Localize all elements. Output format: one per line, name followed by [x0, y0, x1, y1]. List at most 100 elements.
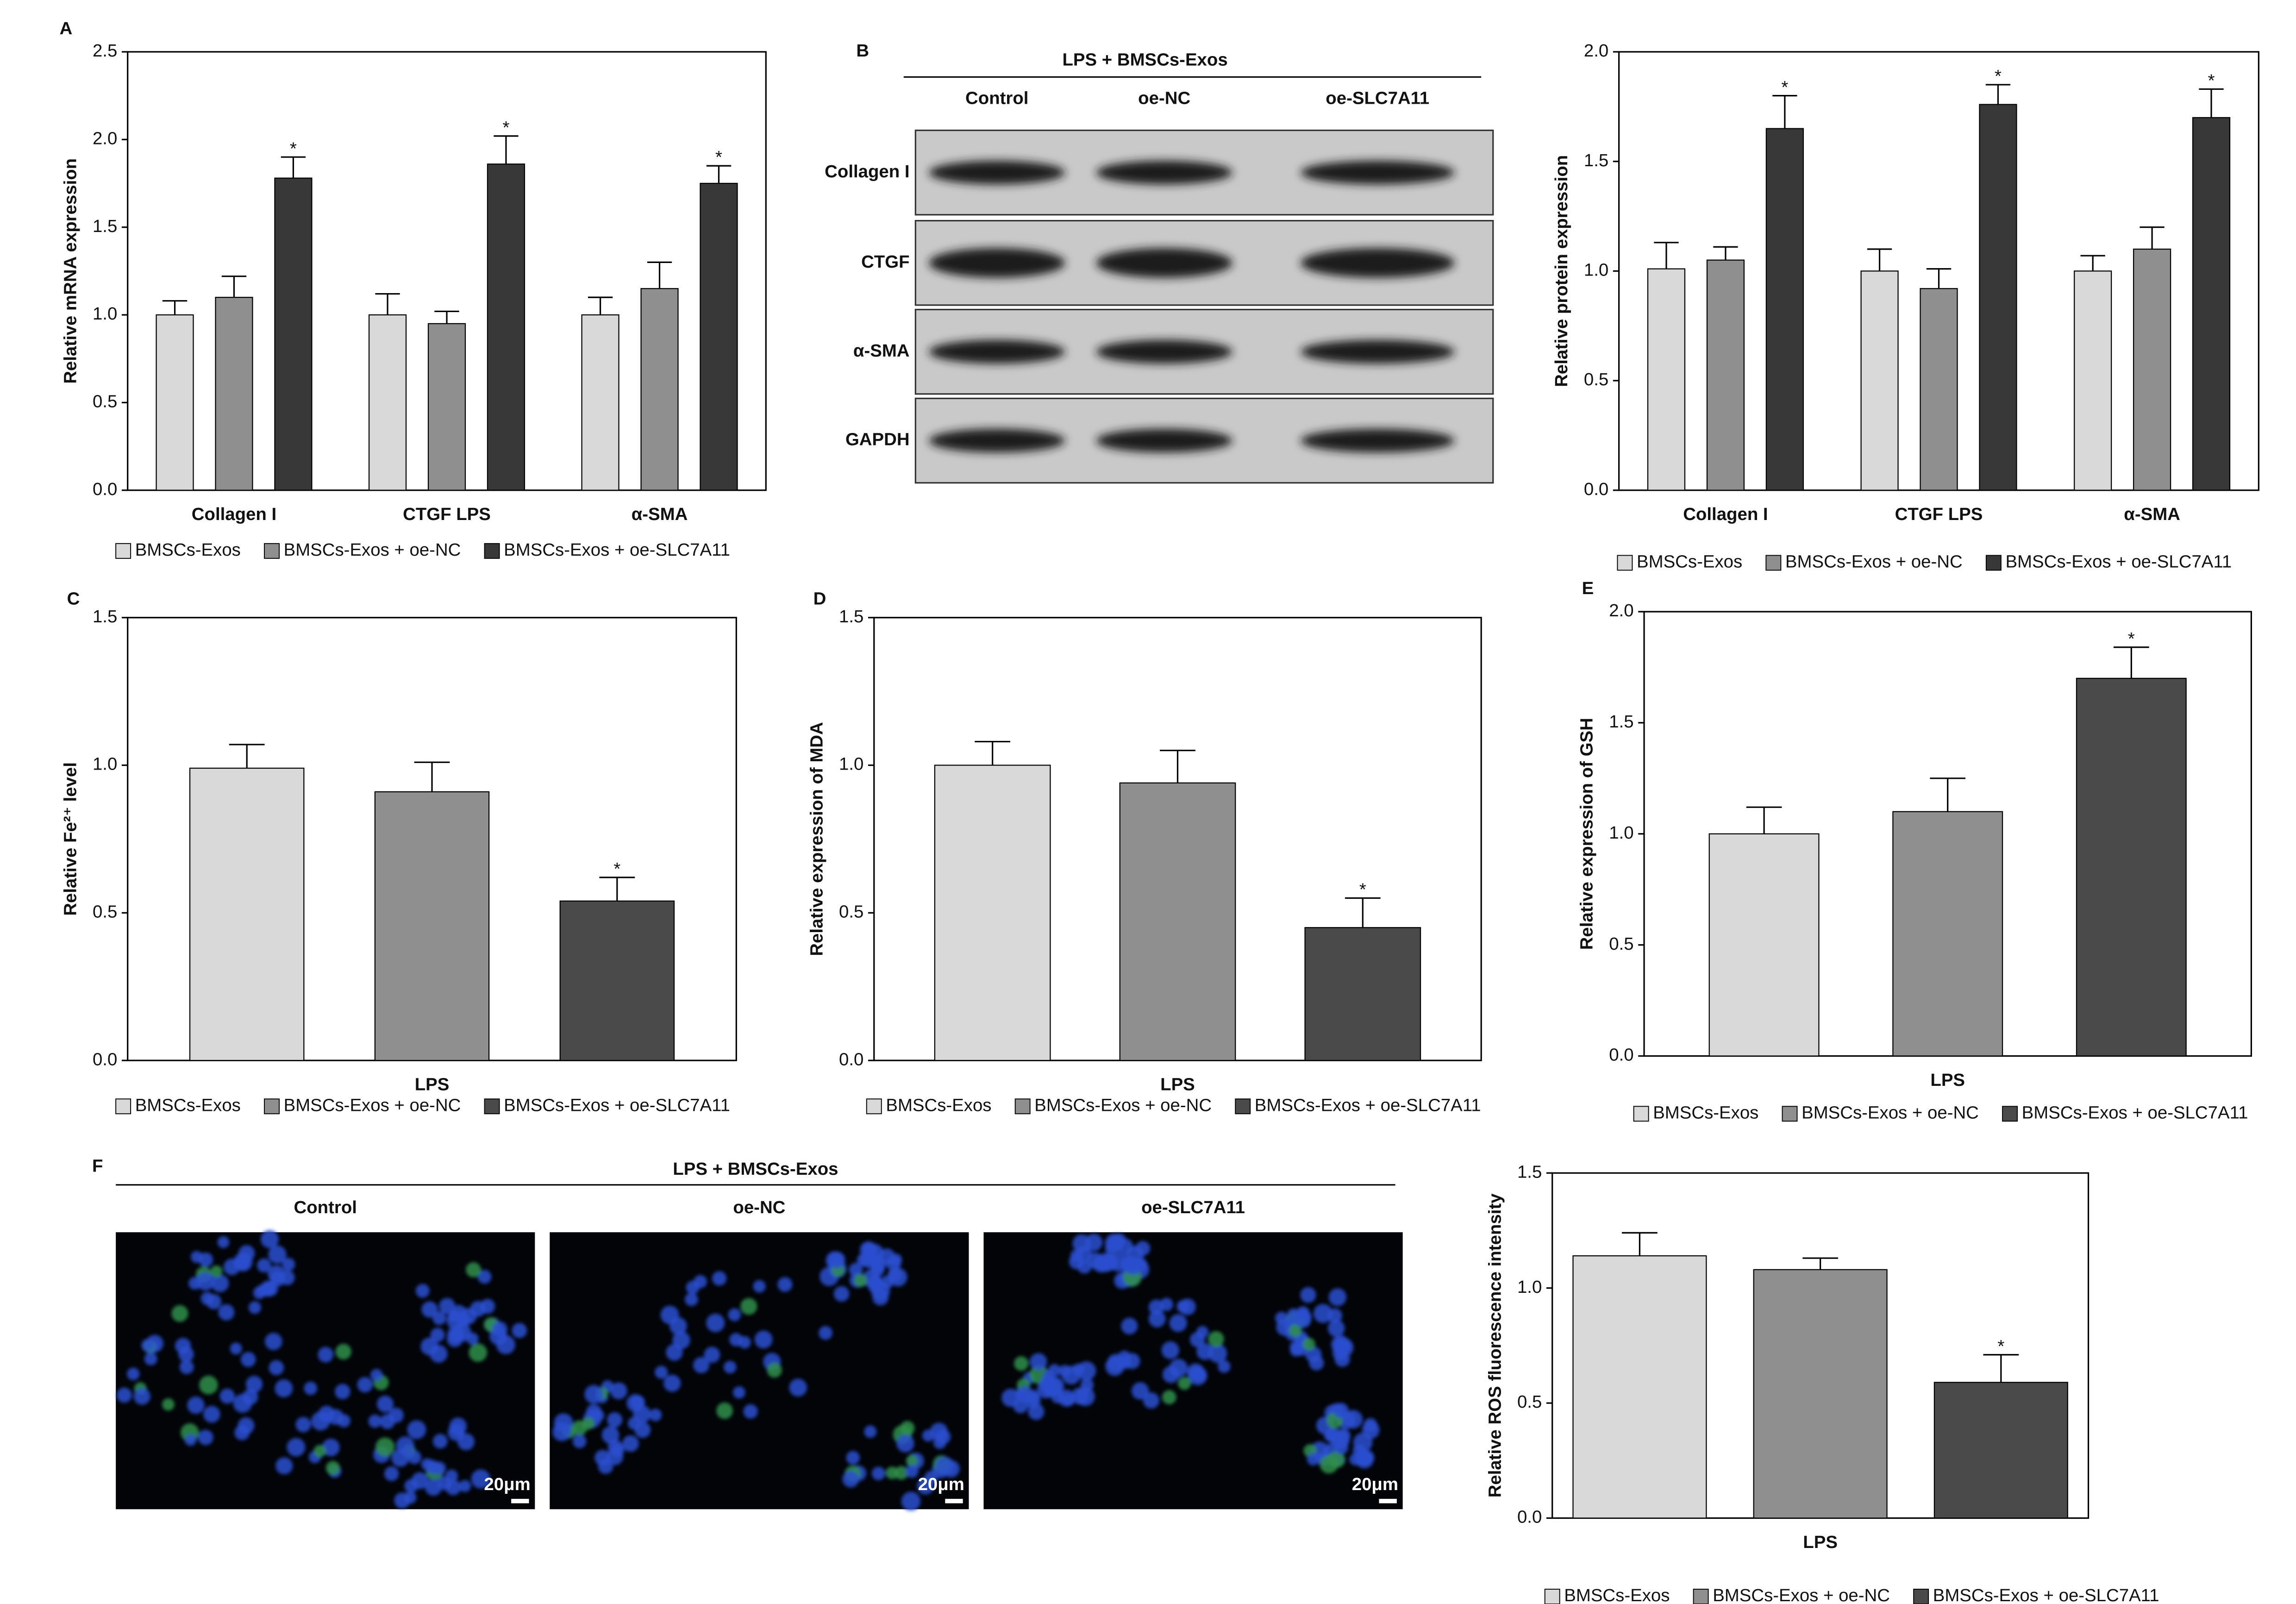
micrograph-header: LPS + BMSCs-Exos	[673, 1159, 838, 1179]
legend-label: BMSCs-Exos + oe-NC	[1034, 1095, 1212, 1115]
cell-nucleus	[754, 1330, 773, 1349]
bar	[215, 297, 253, 491]
y-tick-label: 0.0	[1584, 479, 1608, 499]
cell-nucleus	[896, 1435, 914, 1453]
significance-mark: *	[613, 859, 620, 879]
cell-nucleus	[694, 1275, 707, 1289]
cell-nucleus	[425, 1479, 442, 1496]
legend-swatch	[1985, 555, 2002, 571]
cell-nucleus	[260, 1230, 279, 1248]
cell-nucleus	[1124, 1353, 1140, 1369]
panel-label: F	[92, 1156, 103, 1176]
significance-mark: *	[715, 147, 722, 167]
cell-nucleus	[900, 1421, 915, 1435]
cell-nucleus	[601, 1426, 619, 1444]
bar	[487, 163, 526, 491]
cell-nucleus	[245, 1376, 263, 1393]
y-tick-label: 1.0	[1584, 260, 1608, 280]
cell-nucleus	[368, 1414, 382, 1428]
legend-swatch	[264, 543, 280, 559]
cell-nucleus	[584, 1385, 603, 1404]
cell-nucleus	[1300, 1287, 1316, 1303]
cell-nucleus	[767, 1362, 782, 1378]
legend-label: BMSCs-Exos + oe-NC	[1713, 1585, 1890, 1604]
blot-band	[1096, 340, 1232, 364]
error-bar	[434, 310, 459, 324]
bar	[368, 314, 407, 491]
cell-nucleus	[740, 1298, 757, 1315]
y-axis-label: Relative mRNA expression	[60, 158, 80, 384]
cell-nucleus	[789, 1378, 807, 1397]
cell-nucleus	[430, 1328, 445, 1342]
cell-nucleus	[901, 1491, 921, 1511]
bar	[1647, 268, 1686, 491]
cell-nucleus	[318, 1347, 334, 1363]
cell-nucleus	[313, 1445, 326, 1458]
cell-nucleus	[325, 1461, 340, 1475]
cell-nucleus	[655, 1366, 668, 1379]
cell-nucleus	[322, 1438, 340, 1457]
legend-label: BMSCs-Exos + oe-NC	[284, 540, 461, 560]
cell-nucleus	[311, 1411, 330, 1431]
cell-nucleus	[777, 1277, 793, 1292]
cell-nucleus	[200, 1291, 214, 1305]
legend-label: BMSCs-Exos + oe-SLC7A11	[1255, 1095, 1481, 1115]
cell-nucleus	[240, 1352, 256, 1367]
bar	[2074, 270, 2112, 491]
y-tick-label: 0.0	[1609, 1045, 1633, 1065]
cell-nucleus	[743, 1404, 758, 1419]
y-axis-label: Relative expression of MDA	[807, 722, 826, 956]
bar	[2133, 248, 2171, 491]
cell-nucleus	[888, 1268, 907, 1287]
cell-nucleus	[906, 1454, 918, 1467]
cell-nucleus	[1194, 1369, 1207, 1382]
bar	[1892, 811, 2003, 1057]
panel-label: E	[1582, 578, 1594, 598]
cell-nucleus	[376, 1396, 394, 1413]
cell-nucleus	[1135, 1241, 1151, 1256]
y-axis-label: Relative ROS fluorescence intensity	[1485, 1193, 1505, 1498]
cell-nucleus	[275, 1457, 293, 1475]
cell-nucleus	[1327, 1320, 1345, 1337]
cell-nucleus	[869, 1275, 882, 1288]
legend-swatch	[866, 1098, 882, 1115]
cell-nucleus	[930, 1422, 948, 1441]
error-bar	[221, 276, 247, 298]
bar	[1979, 104, 2017, 491]
legend-swatch	[115, 543, 131, 559]
blot-band	[929, 428, 1065, 453]
cell-nucleus	[141, 1339, 154, 1352]
cell-nucleus	[1333, 1403, 1349, 1419]
y-tick-label: 2.0	[1609, 601, 1633, 620]
cell-nucleus	[304, 1381, 318, 1395]
bar	[581, 314, 619, 491]
cell-nucleus	[1076, 1246, 1092, 1262]
legend-label: BMSCs-Exos + oe-SLC7A11	[504, 1095, 730, 1115]
cell-nucleus	[269, 1360, 284, 1376]
cell-nucleus	[842, 1471, 859, 1488]
legend-label: BMSCs-Exos	[1637, 552, 1742, 572]
cell-nucleus	[592, 1409, 605, 1422]
bar	[2192, 117, 2231, 491]
cell-nucleus	[1030, 1353, 1047, 1371]
micrograph-column-label: oe-SLC7A11	[1141, 1197, 1245, 1217]
error-bar	[1654, 242, 1679, 269]
bar	[274, 177, 313, 491]
cell-nucleus	[179, 1360, 194, 1374]
cell-nucleus	[1063, 1394, 1075, 1406]
error-bar	[647, 261, 672, 289]
blot-row-label: GAPDH	[845, 430, 910, 450]
cell-nucleus	[669, 1317, 687, 1335]
cell-nucleus	[375, 1437, 395, 1457]
cell-nucleus	[248, 1301, 262, 1314]
error-bar	[2080, 255, 2105, 271]
cell-nucleus	[257, 1258, 271, 1272]
cell-nucleus	[1058, 1365, 1071, 1378]
cell-nucleus	[935, 1456, 954, 1476]
cell-nucleus	[411, 1472, 429, 1489]
cell-nucleus	[429, 1345, 448, 1363]
cell-nucleus	[219, 1388, 235, 1404]
cell-nucleus	[199, 1375, 218, 1395]
cell-nucleus	[217, 1236, 230, 1248]
